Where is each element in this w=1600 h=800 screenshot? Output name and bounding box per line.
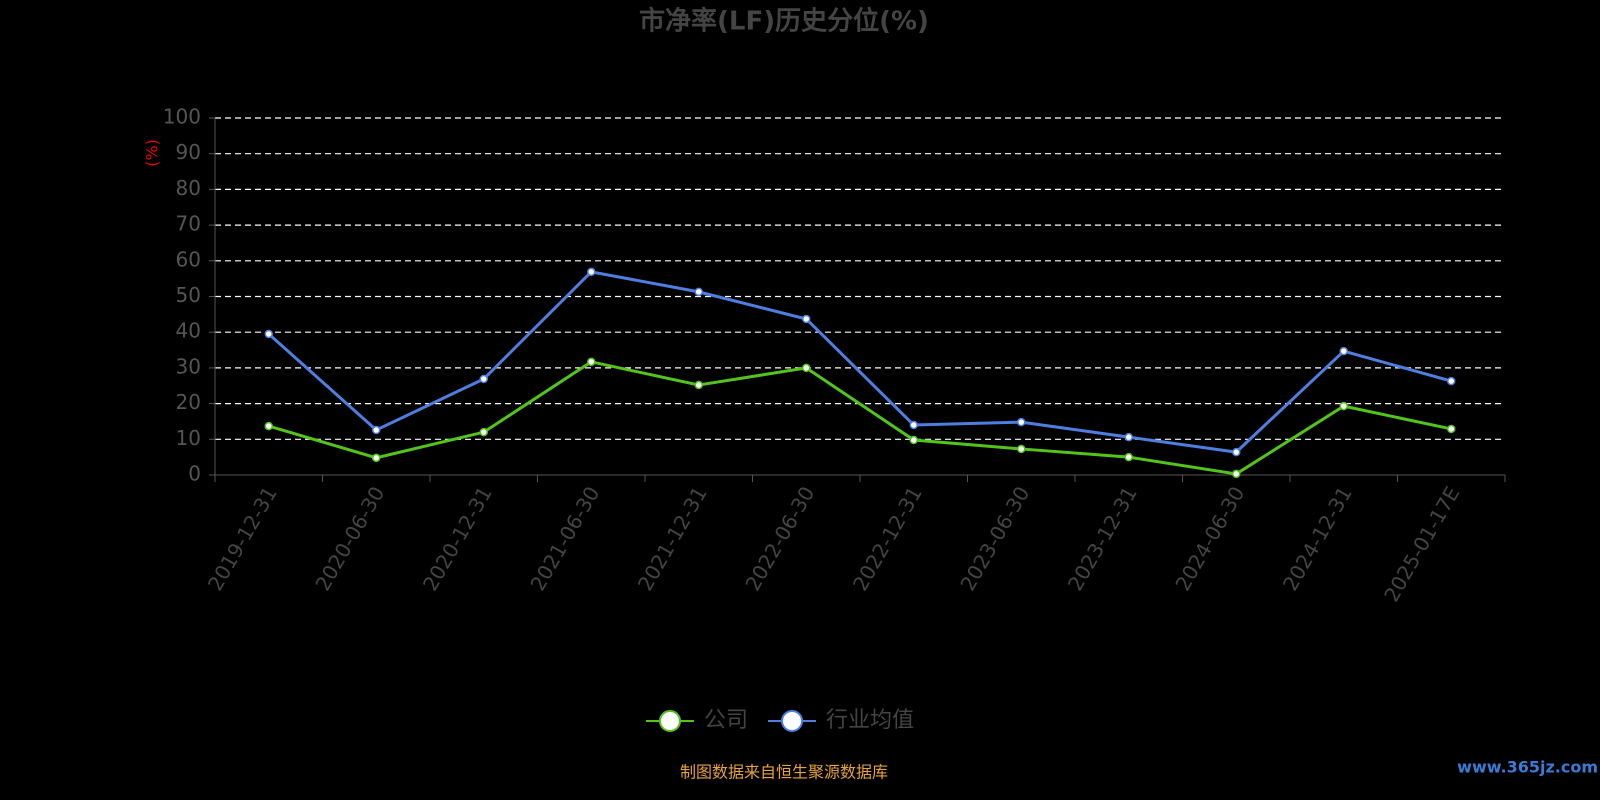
y-tick-label: 10 — [176, 426, 201, 450]
data-point — [587, 267, 596, 277]
data-point — [479, 427, 488, 437]
data-point — [694, 287, 703, 297]
data-point — [264, 421, 273, 431]
data-point — [694, 380, 703, 390]
y-tick-label: 30 — [176, 354, 201, 378]
data-point — [1447, 424, 1456, 434]
data-point — [1447, 376, 1456, 386]
data-point — [802, 363, 811, 373]
data-point — [909, 420, 918, 430]
data-point — [1017, 444, 1026, 454]
data-point — [1339, 401, 1348, 411]
y-tick-label: 70 — [176, 212, 201, 236]
series-line — [267, 270, 1452, 454]
watermark: www.365jz.com — [1457, 758, 1598, 777]
data-point — [264, 329, 273, 339]
series-line — [268, 360, 1452, 476]
data-point — [1339, 346, 1348, 356]
data-point — [1124, 432, 1133, 442]
source-note: 制图数据来自恒生聚源数据库 — [680, 763, 888, 782]
legend-marker — [781, 710, 804, 732]
chart-title: 市净率(LF)历史分位(%) — [639, 6, 929, 37]
y-tick-label: 80 — [176, 176, 201, 200]
y-tick-label: 20 — [176, 390, 201, 414]
data-point — [587, 357, 596, 367]
data-point — [372, 425, 381, 435]
y-tick-label: 50 — [176, 283, 201, 307]
data-point — [802, 314, 811, 324]
legend-label[interactable]: 行业均值 — [826, 708, 914, 733]
y-tick-label: 90 — [176, 140, 201, 164]
data-point — [479, 374, 488, 384]
data-point — [372, 453, 381, 463]
data-point — [1124, 452, 1133, 462]
y-tick-label: 40 — [176, 319, 201, 343]
data-point — [1232, 469, 1241, 479]
legend-marker — [659, 710, 681, 732]
y-axis-label: (%) — [143, 139, 162, 167]
legend-label[interactable]: 公司 — [704, 708, 748, 733]
data-point — [909, 435, 918, 445]
y-tick-label: 60 — [176, 247, 201, 271]
data-point — [1232, 447, 1241, 457]
y-tick-label: 100 — [163, 105, 201, 129]
y-tick-label: 0 — [188, 462, 201, 486]
data-point — [1017, 417, 1026, 427]
